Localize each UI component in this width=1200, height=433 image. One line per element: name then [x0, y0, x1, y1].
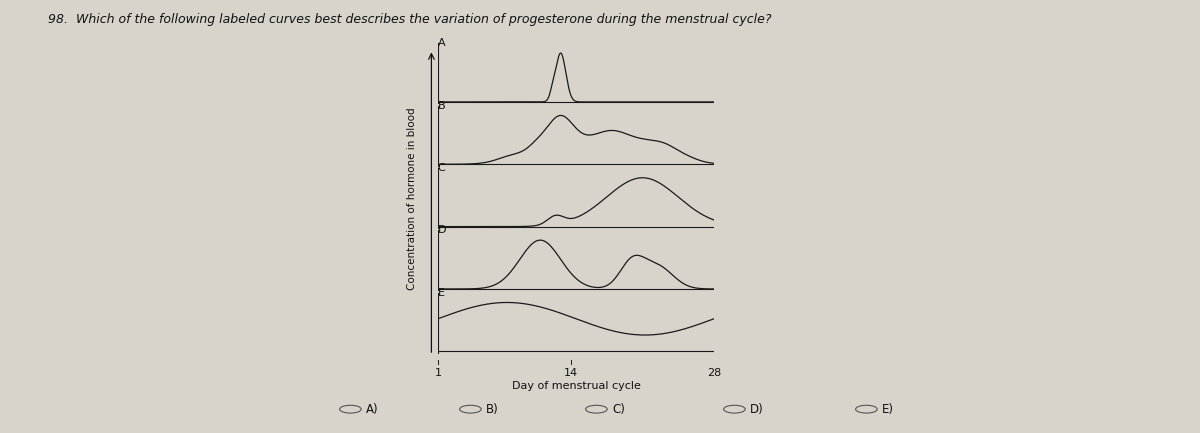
Text: C: C	[438, 163, 445, 173]
Text: B): B)	[486, 403, 499, 416]
Text: A: A	[438, 39, 445, 48]
Text: C): C)	[612, 403, 625, 416]
Text: 28: 28	[707, 368, 721, 378]
Text: A): A)	[366, 403, 379, 416]
Text: 14: 14	[564, 368, 578, 378]
Text: E: E	[438, 288, 444, 298]
Text: D): D)	[750, 403, 763, 416]
Text: D: D	[438, 226, 446, 236]
Text: B: B	[438, 101, 445, 111]
Text: E): E)	[882, 403, 894, 416]
Text: 1: 1	[434, 368, 442, 378]
Text: 98.  Which of the following labeled curves best describes the variation of proge: 98. Which of the following labeled curve…	[48, 13, 772, 26]
Text: Concentration of hormone in blood: Concentration of hormone in blood	[407, 108, 416, 291]
Text: Day of menstrual cycle: Day of menstrual cycle	[511, 381, 641, 391]
